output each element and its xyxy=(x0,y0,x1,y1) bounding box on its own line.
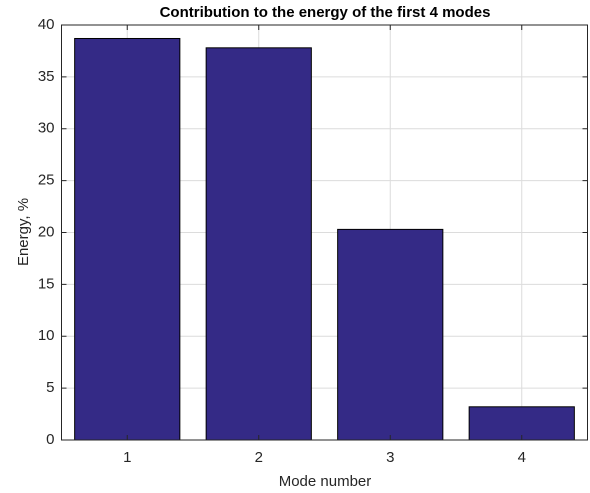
x-tick-label: 2 xyxy=(255,449,263,466)
y-axis-label: Energy, % xyxy=(15,198,32,266)
x-tick-label: 1 xyxy=(123,449,131,466)
chart-title: Contribution to the energy of the first … xyxy=(160,4,491,21)
bar xyxy=(74,37,181,441)
y-tick-label: 0 xyxy=(46,431,54,448)
bar xyxy=(205,47,312,441)
y-tick-label: 30 xyxy=(38,120,55,137)
x-tick-label: 3 xyxy=(386,449,394,466)
y-tick-label: 10 xyxy=(38,327,55,344)
y-tick-label: 5 xyxy=(46,379,54,396)
y-tick-label: 25 xyxy=(38,172,55,189)
y-tick-label: 40 xyxy=(38,16,55,33)
y-tick-label: 35 xyxy=(38,68,55,85)
y-tick-label: 15 xyxy=(38,275,55,292)
x-tick-label: 4 xyxy=(518,449,526,466)
x-axis-label: Mode number xyxy=(279,473,372,490)
bar xyxy=(337,228,444,441)
y-tick-label: 20 xyxy=(38,223,55,240)
